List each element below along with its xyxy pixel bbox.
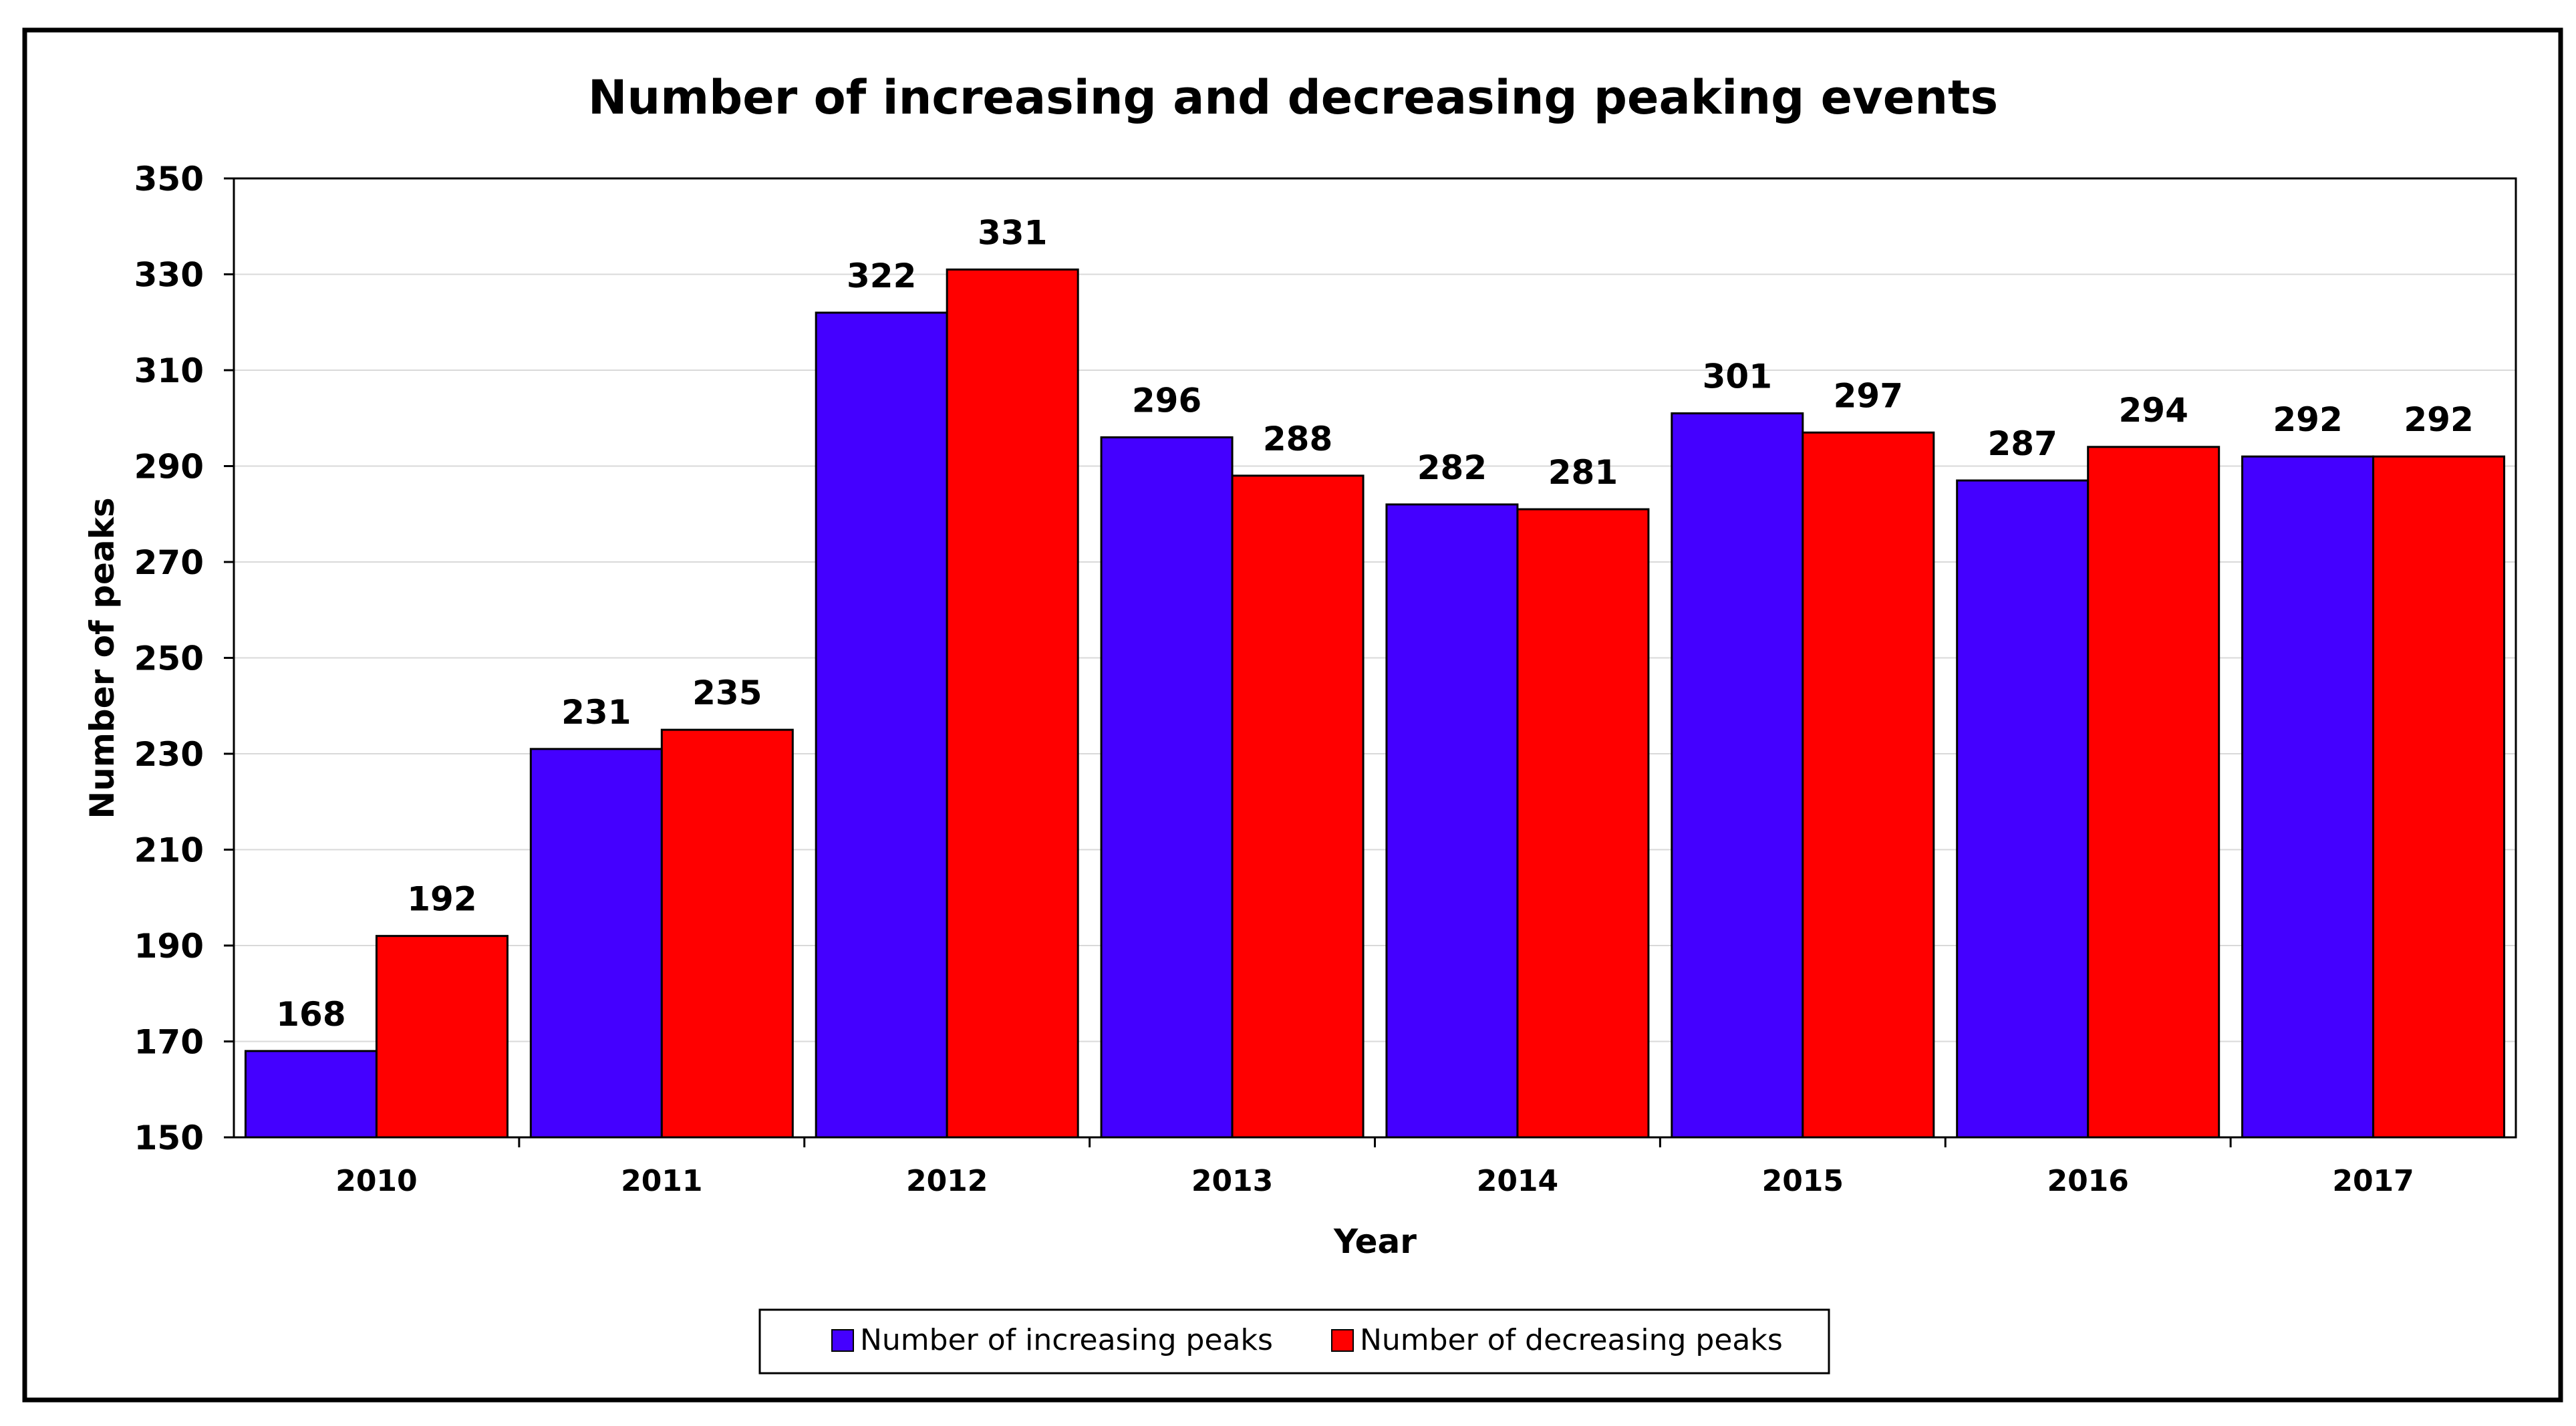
data-label: 296 — [1132, 381, 1201, 420]
y-tick-label: 170 — [134, 1023, 204, 1062]
data-label: 322 — [847, 257, 916, 295]
y-tick-label: 330 — [134, 256, 204, 295]
y-tick-label: 350 — [134, 160, 204, 198]
bar-increasing-2015 — [1671, 412, 1804, 1139]
x-tick-label: 2015 — [1762, 1164, 1844, 1198]
legend-label-decreasing: Number of decreasing peaks — [1360, 1323, 1783, 1357]
bar-decreasing-2015 — [1802, 431, 1935, 1139]
x-tick-label: 2013 — [1191, 1164, 1273, 1198]
legend-swatch-increasing — [831, 1329, 854, 1352]
bar-decreasing-2016 — [2087, 446, 2221, 1139]
y-tick-label: 310 — [134, 351, 204, 390]
bar-increasing-2010 — [244, 1050, 378, 1139]
chart-outer-border — [22, 27, 2563, 1403]
data-label: 297 — [1834, 376, 1903, 415]
x-axis-label: Year — [1333, 1222, 1417, 1261]
bar-increasing-2012 — [815, 311, 948, 1139]
x-tick-label: 2017 — [2332, 1164, 2414, 1198]
data-label: 231 — [561, 693, 631, 732]
x-tick-label: 2011 — [621, 1164, 702, 1198]
data-label: 292 — [2273, 400, 2342, 439]
y-axis-label: Number of peaks — [83, 497, 122, 819]
data-label: 294 — [2119, 391, 2188, 430]
data-label: 288 — [1263, 420, 1332, 458]
data-label: 235 — [692, 674, 762, 712]
x-tick-label: 2014 — [1477, 1164, 1558, 1198]
x-axis-ticks: 2010 2011 2012 2013 2014 2015 2016 2017 — [335, 1137, 2414, 1198]
bars — [244, 268, 2506, 1139]
bar-decreasing-2017 — [2372, 455, 2506, 1139]
legend-label-increasing: Number of increasing peaks — [860, 1323, 1273, 1357]
data-label: 168 — [276, 995, 345, 1034]
x-tick-label: 2016 — [2047, 1164, 2128, 1198]
bar-decreasing-2014 — [1516, 508, 1650, 1139]
bar-increasing-2011 — [529, 748, 663, 1139]
data-labels: 168 192 231 235 322 331 296 288 282 281 301 297 287 2… — [276, 213, 2474, 1034]
y-tick-label: 290 — [134, 448, 204, 486]
bar-increasing-2016 — [1956, 479, 2090, 1139]
y-tick-label: 190 — [134, 927, 204, 966]
bar-increasing-2014 — [1385, 503, 1519, 1139]
x-tick-label: 2010 — [335, 1164, 417, 1198]
data-label: 282 — [1417, 448, 1487, 487]
legend-box — [758, 1308, 1830, 1375]
legend: Number of increasing peaks Number of dec… — [758, 1308, 1830, 1375]
chart-title: Number of increasing and decreasing peak… — [588, 70, 1998, 125]
data-label: 331 — [978, 213, 1047, 252]
y-tick-label: 270 — [134, 543, 204, 582]
y-tick-label: 250 — [134, 639, 204, 678]
data-label: 281 — [1548, 453, 1618, 492]
data-label: 292 — [2404, 400, 2473, 439]
legend-swatch-decreasing — [1331, 1329, 1354, 1352]
bar-increasing-2013 — [1100, 436, 1234, 1139]
bar-decreasing-2013 — [1231, 474, 1365, 1139]
bar-decreasing-2012 — [946, 268, 1079, 1139]
data-label: 301 — [1703, 358, 1772, 396]
y-axis-ticks: 150 170 190 210 230 250 270 290 310 330 350 — [134, 160, 234, 1157]
bar-increasing-2017 — [2241, 455, 2375, 1139]
data-label: 287 — [1988, 424, 2057, 463]
bar-decreasing-2010 — [375, 935, 509, 1139]
y-tick-label: 210 — [134, 831, 204, 870]
data-label: 192 — [407, 880, 476, 919]
y-tick-label: 150 — [134, 1119, 204, 1157]
bar-decreasing-2011 — [660, 728, 794, 1139]
x-tick-label: 2012 — [906, 1164, 988, 1198]
y-tick-label: 230 — [134, 735, 204, 774]
